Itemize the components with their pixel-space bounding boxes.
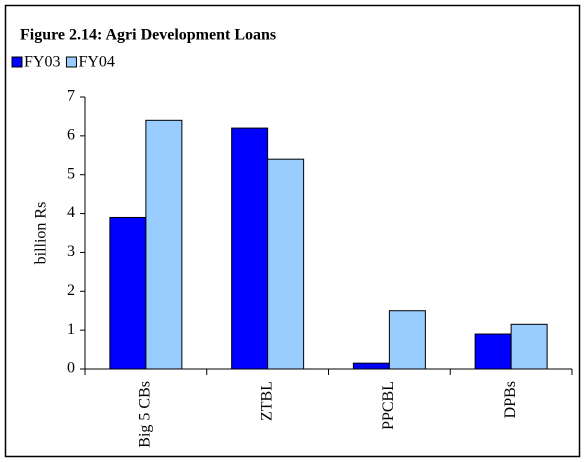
- chart-title: Figure 2.14: Agri Development Loans: [20, 27, 276, 44]
- bar: [388, 310, 426, 370]
- y-tick-label: 2: [67, 282, 75, 299]
- bar: [231, 127, 269, 370]
- y-tick-label: 1: [67, 321, 75, 338]
- bar: [352, 362, 390, 370]
- bar: [267, 158, 305, 370]
- x-tick-label: DPBs: [502, 381, 519, 418]
- x-tick-label: PPCBL: [380, 381, 397, 430]
- y-tick-label: 7: [67, 88, 75, 105]
- legend-swatch: [65, 56, 77, 68]
- y-tick-label: 3: [67, 243, 75, 260]
- y-tick-label: 4: [67, 204, 75, 221]
- bar: [109, 216, 147, 370]
- y-axis-label: billion Rs: [33, 202, 50, 265]
- y-tick-label: 0: [67, 360, 75, 377]
- y-tick-label: 6: [67, 127, 75, 144]
- bar: [145, 119, 183, 370]
- x-tick-label: ZTBL: [258, 381, 275, 421]
- x-tick-label: Big 5 CBs: [137, 381, 154, 448]
- legend-label: FY03: [24, 54, 60, 71]
- bar: [474, 333, 512, 370]
- legend-label: FY04: [78, 54, 114, 71]
- bar: [510, 323, 548, 370]
- y-tick-label: 5: [67, 165, 75, 182]
- legend-swatch: [11, 56, 23, 68]
